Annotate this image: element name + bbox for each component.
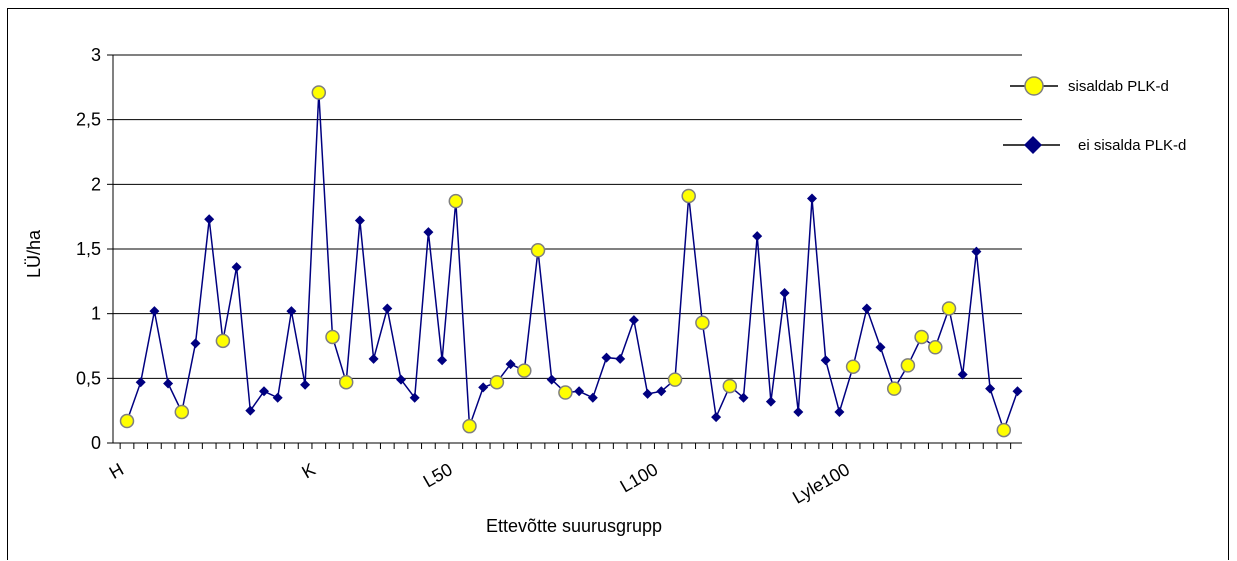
data-point-diamond — [204, 214, 215, 225]
data-point-diamond — [409, 392, 420, 403]
x-tick-label: L50 — [420, 459, 456, 491]
data-point-diamond — [272, 392, 283, 403]
data-point-diamond — [396, 374, 406, 385]
data-point-circle — [489, 374, 505, 390]
x-tick-label: K — [298, 459, 318, 482]
data-point-circle — [941, 301, 957, 316]
data-point-diamond — [971, 246, 982, 257]
data-point-diamond — [807, 193, 817, 204]
x-tick-label: H — [106, 459, 127, 483]
legend-marker-circle-icon — [1024, 76, 1044, 96]
data-point-diamond — [615, 353, 626, 364]
data-point-diamond — [875, 342, 886, 353]
y-tick-label: 2 — [91, 174, 101, 194]
data-point-circle — [215, 333, 231, 349]
data-point-diamond — [368, 353, 379, 364]
data-point-circle — [311, 85, 327, 100]
data-point-diamond — [834, 406, 845, 417]
legend-marker-diamond-icon — [1024, 136, 1042, 154]
series-line — [126, 92, 1019, 433]
data-point-circle — [845, 359, 861, 374]
x-axis-title: Ettevõtte suurusgrupp — [486, 516, 662, 536]
data-point-diamond — [505, 359, 516, 370]
data-point-diamond — [765, 396, 776, 407]
data-point-circle — [325, 329, 340, 345]
data-point-circle — [695, 315, 710, 330]
data-point-diamond — [985, 383, 996, 394]
data-point-circle — [558, 385, 573, 400]
y-tick-label: 3 — [91, 45, 101, 65]
data-point-diamond — [601, 352, 612, 363]
legend-label-ei-sisalda: ei sisalda PLK-d — [1078, 137, 1186, 154]
data-point-diamond — [286, 306, 297, 317]
data-point-circle — [530, 243, 546, 258]
data-point-circle — [462, 418, 477, 434]
data-point-diamond — [587, 392, 598, 403]
data-point-circle — [174, 404, 190, 420]
data-point-diamond — [574, 386, 585, 397]
data-point-diamond — [793, 406, 804, 417]
data-point-diamond — [546, 374, 557, 385]
y-tick-label: 2,5 — [76, 110, 101, 130]
data-point-diamond — [957, 369, 968, 380]
data-point-circle — [722, 378, 738, 394]
x-tick-marks — [119, 443, 1012, 449]
data-point-diamond — [245, 405, 256, 416]
data-point-circle — [886, 381, 902, 396]
data-point-diamond — [628, 315, 639, 326]
data-point-diamond — [820, 355, 831, 366]
data-point-circle — [996, 422, 1012, 438]
data-point-diamond — [779, 287, 790, 298]
legend: sisaldab PLK-d ei sisalda PLK-d — [1003, 76, 1186, 154]
data-point-diamond — [642, 388, 653, 399]
data-point-diamond — [711, 412, 722, 423]
data-point-circle — [914, 329, 929, 345]
x-tick-labels: H K L50 L100 Lyle100 — [106, 459, 853, 508]
data-point-diamond — [259, 386, 269, 397]
data-point-circle — [338, 374, 354, 390]
data-point-diamond — [861, 303, 872, 314]
gridlines — [107, 54, 1022, 444]
data-point-circle — [119, 413, 135, 429]
data-point-circle — [928, 340, 943, 355]
y-tick-label: 1,5 — [76, 239, 101, 259]
data-point-circle — [900, 358, 916, 373]
data-point-diamond — [752, 231, 763, 242]
x-tick-label: Lyle100 — [789, 459, 853, 508]
data-point-diamond — [354, 215, 365, 226]
legend-item-sisaldab: sisaldab PLK-d — [1010, 76, 1169, 96]
data-point-diamond — [738, 392, 749, 403]
x-tick-label: L100 — [617, 459, 662, 496]
y-axis-title: LÜ/ha — [24, 229, 44, 278]
y-tick-label: 0 — [91, 433, 101, 453]
legend-label-sisaldab: sisaldab PLK-d — [1068, 78, 1169, 95]
data-point-diamond — [382, 303, 393, 314]
data-point-circle — [448, 193, 464, 209]
data-point-circle — [517, 363, 532, 378]
data-point-diamond — [1012, 386, 1023, 397]
data-point-diamond — [300, 379, 311, 390]
data-point-circle — [667, 372, 683, 387]
data-point-diamond — [149, 306, 160, 317]
data-point-diamond — [437, 355, 448, 366]
data-markers — [119, 85, 1023, 438]
y-tick-labels: 0 0,5 1 1,5 2 2,5 3 — [76, 45, 101, 453]
data-point-diamond — [478, 382, 489, 393]
data-point-diamond — [163, 378, 174, 389]
y-tick-label: 0,5 — [76, 368, 101, 388]
chart-frame — [7, 8, 1229, 560]
data-point-diamond — [135, 377, 146, 388]
data-point-diamond — [423, 227, 434, 238]
y-tick-label: 1 — [91, 304, 101, 324]
legend-item-ei-sisalda: ei sisalda PLK-d — [1003, 136, 1186, 154]
data-point-diamond — [231, 262, 242, 273]
data-point-diamond — [190, 338, 201, 349]
data-point-diamond — [656, 386, 667, 397]
data-point-circle — [681, 188, 696, 204]
